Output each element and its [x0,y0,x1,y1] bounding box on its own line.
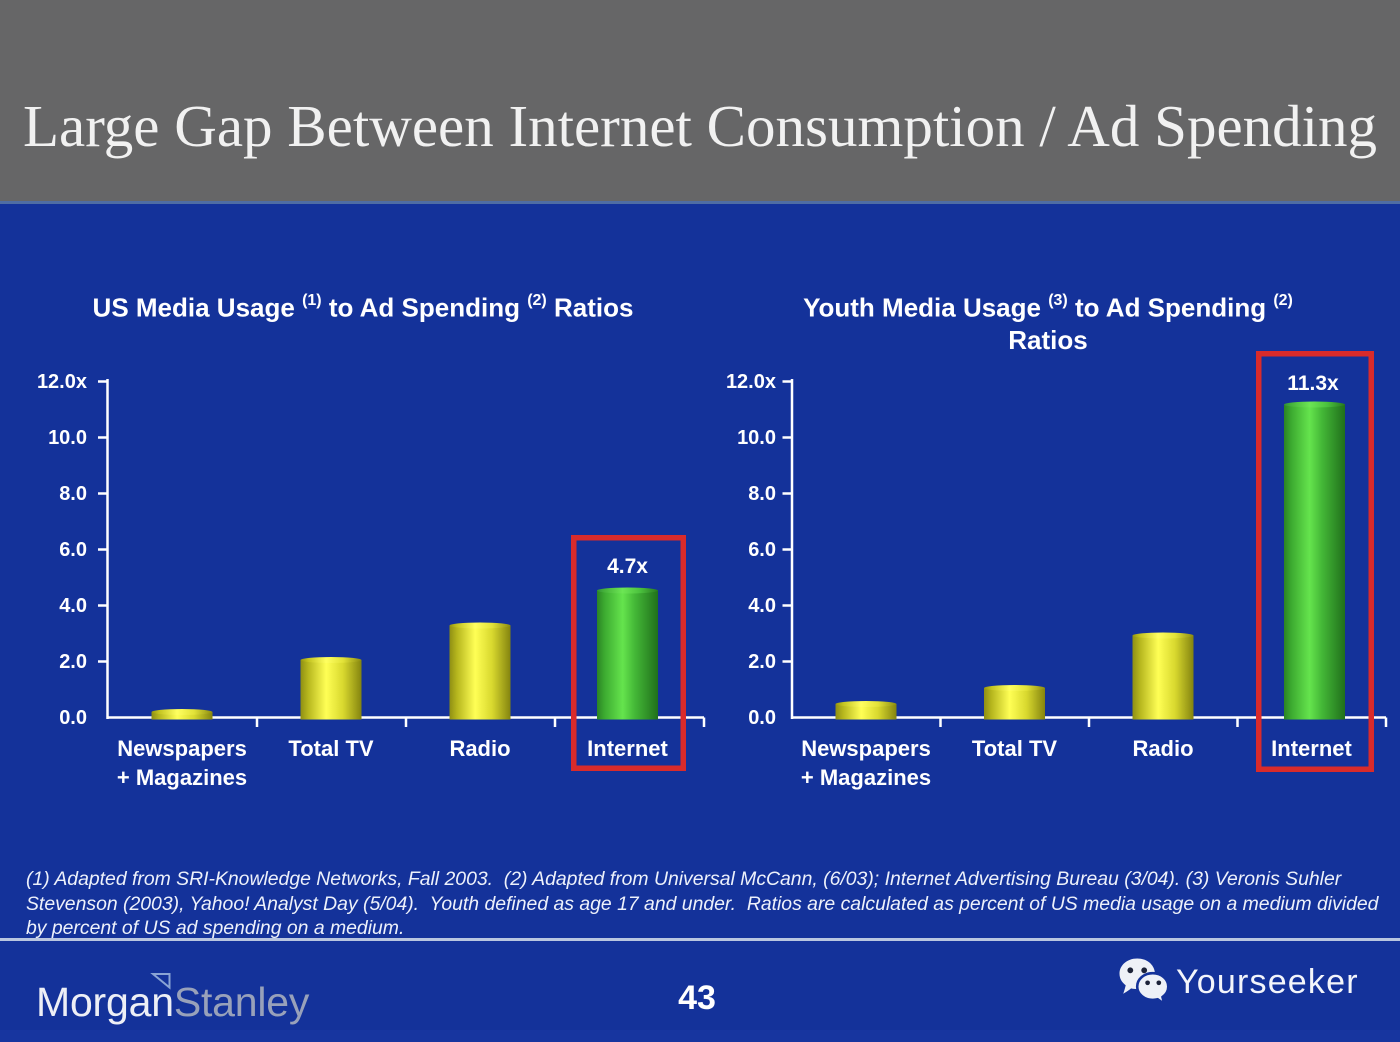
svg-text:0.0: 0.0 [59,707,87,729]
svg-text:4.7x: 4.7x [607,555,648,578]
svg-text:Total TV: Total TV [288,736,373,761]
svg-text:Newspapers: Newspapers [801,736,931,761]
svg-text:Total TV: Total TV [972,736,1057,761]
svg-text:4.0: 4.0 [748,595,776,617]
svg-text:Internet: Internet [1271,736,1352,761]
svg-text:Newspapers: Newspapers [117,736,247,761]
svg-text:10.0: 10.0 [48,427,87,449]
svg-text:10.0: 10.0 [737,427,776,449]
svg-text:8.0: 8.0 [59,483,87,505]
svg-text:Radio: Radio [1132,736,1193,761]
svg-text:2.0: 2.0 [748,651,776,673]
svg-text:+ Magazines: + Magazines [801,765,931,790]
svg-text:+ Magazines: + Magazines [117,765,247,790]
svg-text:2.0: 2.0 [59,651,87,673]
svg-text:6.0: 6.0 [748,539,776,561]
svg-text:12.0x: 12.0x [37,371,87,393]
svg-text:11.3x: 11.3x [1287,372,1339,395]
svg-text:Internet: Internet [587,736,668,761]
svg-text:6.0: 6.0 [59,539,87,561]
svg-text:4.0: 4.0 [59,595,87,617]
svg-text:8.0: 8.0 [748,483,776,505]
svg-text:Radio: Radio [449,736,510,761]
svg-text:12.0x: 12.0x [726,371,776,393]
svg-text:0.0: 0.0 [748,707,776,729]
